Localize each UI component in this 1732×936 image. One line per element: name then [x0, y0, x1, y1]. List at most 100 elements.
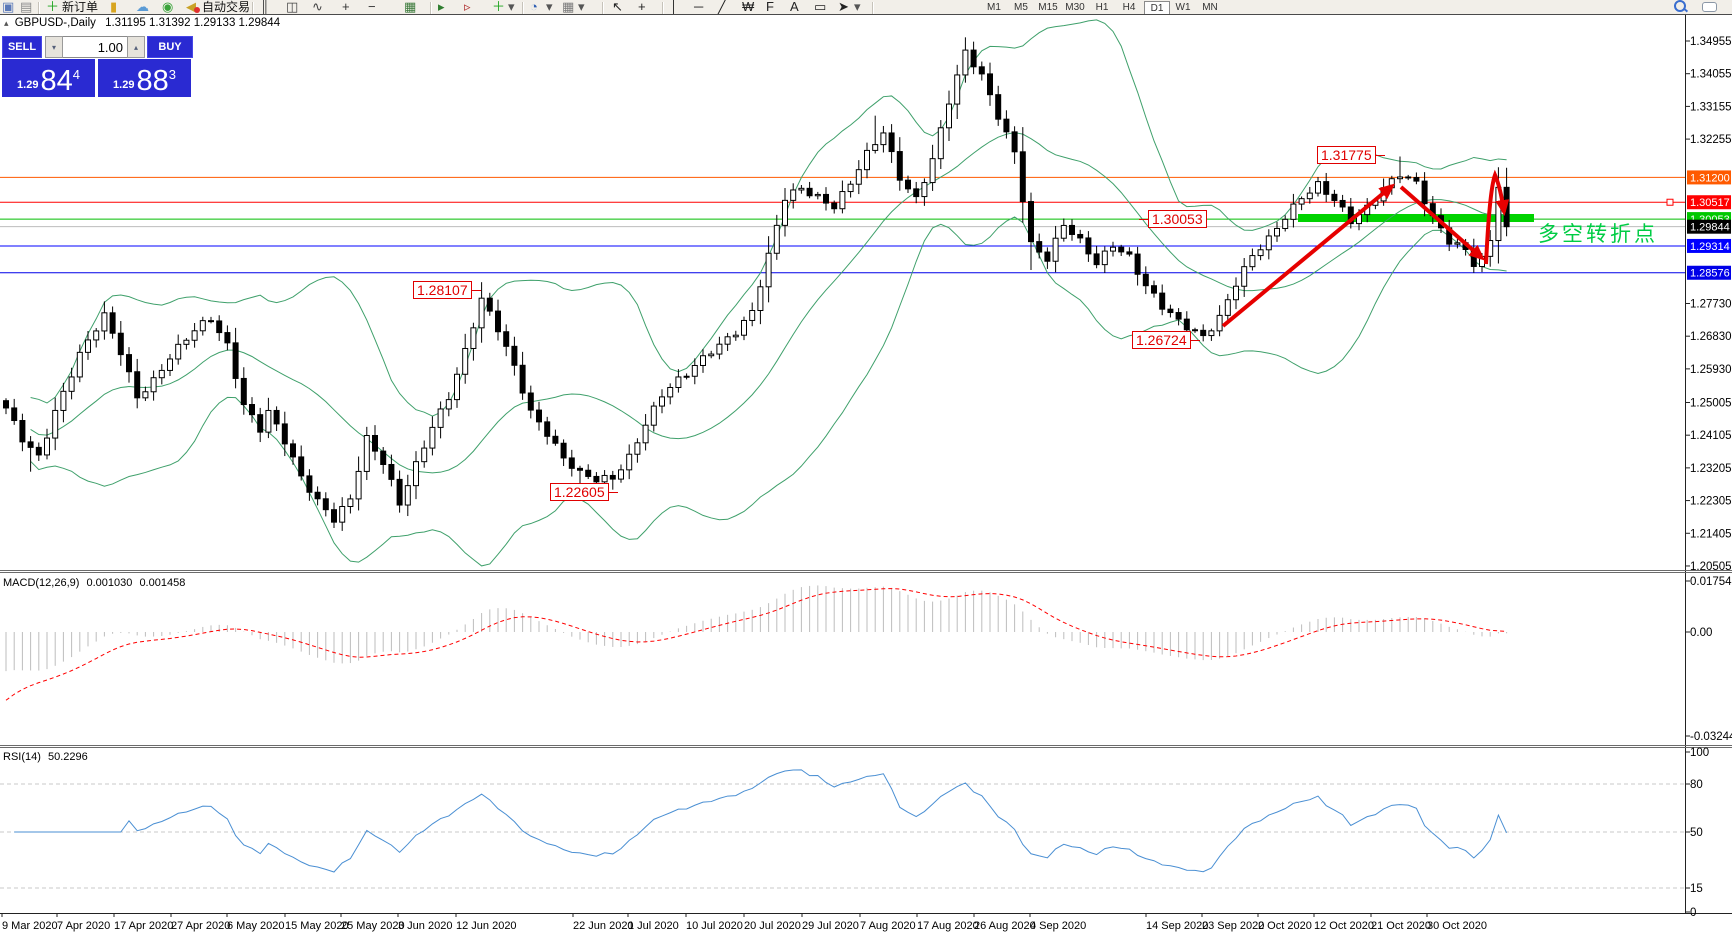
chart-shift-icon[interactable]: ▹: [464, 0, 471, 14]
chart-line-icon[interactable]: ∿: [312, 0, 323, 14]
timeframe-button-m5[interactable]: M5: [1014, 2, 1028, 13]
dropdown-caret-icon[interactable]: ▾: [508, 0, 515, 14]
date-axis-label: 7 Aug 2020: [860, 920, 916, 932]
toolbar-separator: [38, 2, 40, 14]
macd-axis-label: 0.00: [1690, 627, 1712, 639]
new-order-icon[interactable]: ＋: [46, 0, 60, 14]
trendline-icon[interactable]: ╱: [718, 0, 726, 14]
price-annotation-tag: 1.31775: [1317, 146, 1385, 164]
timeframe-button-h4[interactable]: H4: [1122, 2, 1136, 13]
timeframe-button-m15[interactable]: M15: [1038, 2, 1058, 13]
price-annotation-tag: 1.30053: [1139, 210, 1207, 228]
price-axis-label: 1.21405: [1690, 528, 1732, 540]
date-axis-label: 10 Jul 2020: [686, 920, 743, 932]
auto-scroll-icon[interactable]: ▸: [438, 0, 445, 14]
period-clock-icon[interactable]: ◔: [530, 0, 538, 14]
tile-windows-icon[interactable]: ▦: [404, 0, 417, 14]
date-axis-label: 17 Apr 2020: [114, 920, 173, 932]
timeframe-button-d1[interactable]: D1: [1144, 1, 1170, 14]
support-zone-band: [1298, 214, 1534, 222]
trend-arrow: [1221, 183, 1396, 328]
macd-indicator-label: MACD(12,26,9) 0.001030 0.001458: [3, 577, 186, 589]
bollinger-middle-band: [30, 132, 1507, 474]
timeframe-button-w1[interactable]: W1: [1175, 2, 1191, 13]
buy-price-button[interactable]: 1.29 88 3: [98, 59, 191, 97]
volume-decrease-button[interactable]: ▾: [45, 36, 63, 58]
vertical-line-icon[interactable]: │: [670, 0, 679, 14]
annotation-anchor-dash: [471, 290, 481, 291]
timeframe-button-m1[interactable]: M1: [987, 2, 1001, 13]
rsi-axis-label: 0: [1690, 907, 1696, 919]
chart-symbol-ohlc: ▴ GBPUSD-,Daily 1.31195 1.31392 1.29133 …: [4, 17, 280, 29]
macd-signal-line: [5, 588, 1507, 701]
volume-increase-button[interactable]: ▴: [127, 36, 145, 58]
zoom-out-icon[interactable]: −: [368, 0, 376, 14]
label-tool-icon[interactable]: ▭: [814, 0, 827, 14]
date-axis-label: 22 Jun 2020: [573, 920, 634, 932]
date-axis-label: 26 Aug 2020: [974, 920, 1036, 932]
autotrading-icon[interactable]: ◀: [186, 0, 200, 13]
text-tool-icon[interactable]: A: [790, 0, 799, 14]
chat-icon[interactable]: [1702, 2, 1717, 12]
hook-arrow: [1484, 169, 1510, 265]
price-axis-label: 1.32255: [1690, 134, 1732, 146]
add-indicator-icon[interactable]: ＋: [492, 0, 506, 14]
timeframe-button-m30[interactable]: M30: [1065, 2, 1085, 13]
dropdown-caret-icon[interactable]: ▾: [546, 0, 553, 14]
date-axis-label: 21 Oct 2020: [1371, 920, 1431, 932]
dropdown-caret-icon[interactable]: ▾: [578, 0, 585, 14]
date-axis-label: 20 Jul 2020: [744, 920, 801, 932]
window-icon[interactable]: ▣: [2, 0, 15, 14]
chart-bars-icon[interactable]: ║: [260, 0, 270, 14]
cursor-icon[interactable]: ↖: [612, 0, 623, 14]
zoom-in-icon[interactable]: +: [342, 0, 350, 14]
gold-bar-icon[interactable]: ▮: [110, 0, 118, 14]
cloud-icon[interactable]: ☁: [136, 0, 149, 14]
date-axis-label: 1 Jul 2020: [628, 920, 679, 932]
buy-price-big: 88: [136, 65, 169, 97]
price-axis-label: 1.20505: [1690, 561, 1732, 573]
date-axis-label: 27 Apr 2020: [171, 920, 230, 932]
price-axis-label: 1.22305: [1690, 496, 1732, 508]
signal-icon[interactable]: ◉: [162, 0, 174, 14]
timeframe-button-h1[interactable]: H1: [1095, 2, 1109, 13]
price-level-tag: [1687, 195, 1731, 210]
price-axis-label: 1.34955: [1690, 36, 1732, 48]
search-icon[interactable]: [1674, 0, 1686, 12]
timeframe-button-mn[interactable]: MN: [1202, 2, 1218, 13]
price-axis-label: 1.34055: [1690, 69, 1732, 81]
arrows-tool-icon[interactable]: ➤: [838, 0, 849, 14]
channel-icon[interactable]: ₩: [742, 0, 755, 14]
dropdown-caret-icon[interactable]: ▾: [854, 0, 861, 14]
sell-price-big: 84: [40, 65, 73, 97]
price-level-tag: [1687, 219, 1731, 234]
crosshair-icon[interactable]: +: [638, 0, 646, 14]
rsi-axis-label: 50: [1690, 827, 1703, 839]
annotation-anchor-dash: [1375, 155, 1385, 156]
horizontal-line-icon[interactable]: ─: [694, 0, 704, 14]
price-axis-label: 1.33155: [1690, 101, 1732, 113]
toolbar-separator: [662, 2, 664, 14]
date-axis-label: 12 Jun 2020: [456, 920, 517, 932]
fibonacci-icon[interactable]: F: [766, 0, 774, 14]
collapse-panel-caret-icon[interactable]: ▴: [4, 18, 9, 28]
price-level-tag-label: 1.28576: [1690, 268, 1730, 280]
price-level-tag: [1687, 238, 1731, 253]
market-watch-icon[interactable]: ▤: [20, 0, 33, 14]
date-axis-label: 23 Sep 2020: [1202, 920, 1264, 932]
volume-input[interactable]: [63, 36, 127, 58]
buy-price-pip: 3: [168, 67, 176, 82]
template-icon[interactable]: ▦: [562, 0, 575, 14]
toolbar-separator: [430, 2, 432, 14]
price-level-tag: [1687, 265, 1731, 280]
date-axis-label: 17 Aug 2020: [917, 920, 979, 932]
rsi-axis-label: 100: [1690, 747, 1709, 759]
date-axis-label: 7 Apr 2020: [57, 920, 110, 932]
buy-button[interactable]: BUY: [147, 36, 193, 58]
macd-pane-layer: [5, 585, 1508, 701]
autotrading-label: 自动交易: [202, 0, 251, 14]
sell-button[interactable]: SELL: [2, 36, 42, 58]
sell-price-button[interactable]: 1.29 84 4: [2, 59, 95, 97]
chart-candles-icon[interactable]: ◫: [286, 0, 299, 14]
